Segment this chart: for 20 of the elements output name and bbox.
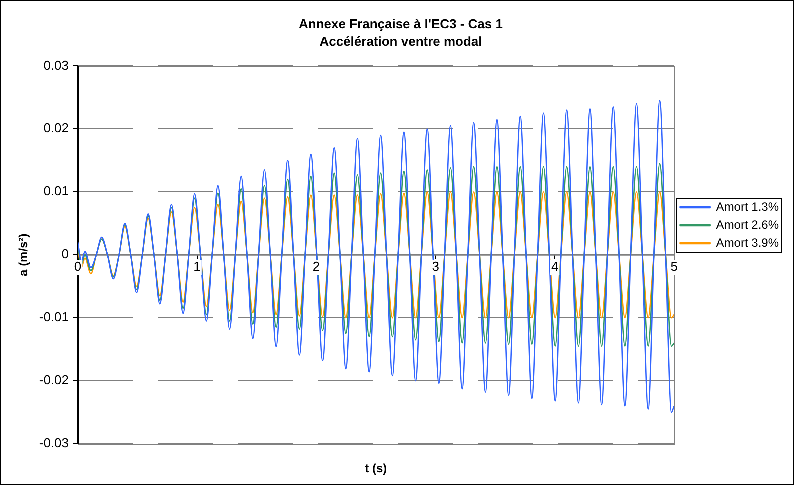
y-tick-label: 0.02 (44, 120, 70, 136)
y-tick-label: 0.01 (44, 184, 70, 199)
legend-label: Amort 1.3% (716, 200, 780, 214)
chart-subtitle: Accélération ventre modal (320, 34, 482, 49)
y-axis-title: a (m/s²) (16, 234, 31, 276)
x-tick-label: 3 (432, 259, 440, 274)
x-tick-label: 5 (670, 259, 678, 274)
x-tick-label: 2 (312, 259, 320, 274)
y-tick-label: 0 (62, 246, 70, 262)
y-tick-label: -0.03 (39, 436, 70, 451)
y-tick-label: -0.02 (39, 372, 70, 388)
x-tick-label: 1 (194, 259, 201, 274)
y-tick-label: -0.01 (39, 310, 70, 325)
x-axis-title: t (s) (365, 461, 388, 476)
legend-label: Amort 3.9% (716, 236, 780, 250)
y-tick-label: 0.03 (44, 58, 70, 73)
chart-title: Annexe Française à l'EC3 - Cas 1 (299, 16, 503, 32)
legend-label: Amort 2.6% (716, 218, 780, 232)
x-tick-label: 4 (551, 259, 559, 274)
x-tick-label: 0 (74, 259, 82, 274)
